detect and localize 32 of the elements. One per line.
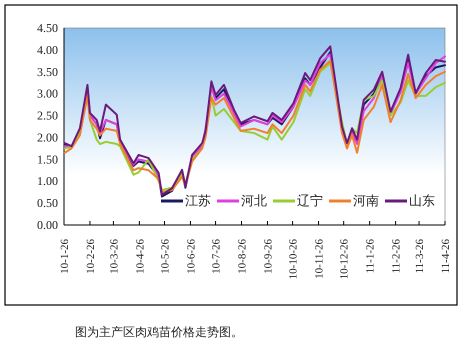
x-tick-label: 10-6-26 <box>185 238 198 274</box>
y-tick-label: 0.00 <box>37 218 58 232</box>
text: 图为主产区肉鸡苗价格走势图。 <box>75 325 243 339</box>
x-tick-label: 10-11-26 <box>314 238 326 279</box>
x-tick-label: 11-1-26 <box>364 238 377 274</box>
y-tick-label: 4.00 <box>37 42 58 57</box>
y-tick-label: 4.50 <box>37 21 58 35</box>
x-tick-label: 11-2-26 <box>390 238 403 274</box>
x-tick-label: 10-3-26 <box>108 238 120 274</box>
y-tick-label: 3.50 <box>37 64 58 79</box>
y-tick-label: 3.00 <box>37 86 58 101</box>
legend-label: 山东 <box>409 193 435 208</box>
legend-label: 辽宁 <box>297 193 323 208</box>
y-tick-label: 2.00 <box>37 130 58 144</box>
x-tick-label: 10-2-26 <box>84 238 97 274</box>
x-tick-label: 10-10-26 <box>288 238 300 280</box>
x-tick-label: 10-8-26 <box>236 238 249 274</box>
legend-label: 江苏 <box>185 193 211 208</box>
legend-label: 河南 <box>353 193 379 208</box>
x-tick-label: 10-7-26 <box>210 238 223 274</box>
legend-label: 河北 <box>241 193 267 208</box>
x-tick-label: 10-4-26 <box>134 238 146 274</box>
y-tick-label: 1.00 <box>37 174 58 188</box>
x-tick-label: 10-12-26 <box>338 238 351 280</box>
x-tick-label: 10-9-26 <box>262 238 274 274</box>
y-tick-label: 2.50 <box>37 108 58 123</box>
x-tick-label: 10-5-26 <box>159 238 172 274</box>
y-tick-label: 0.50 <box>37 196 58 210</box>
x-tick-label: 11-3-26 <box>414 238 426 274</box>
x-tick-label: 10-1-26 <box>59 238 71 274</box>
x-tick-label: 11-4-26 <box>440 238 452 274</box>
y-tick-label: 1.50 <box>37 152 58 166</box>
